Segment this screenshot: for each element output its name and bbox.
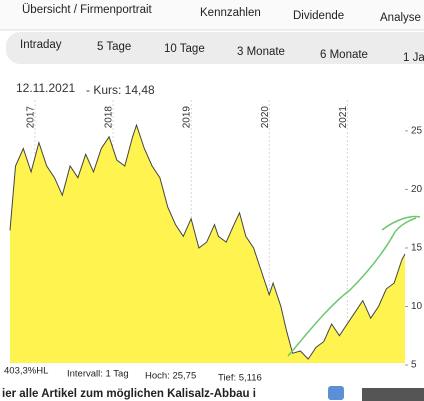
hand-drawn-annotation [287,215,421,357]
period-button[interactable]: 5 Tage [97,41,131,53]
y-tick-label: 15 [411,243,423,254]
interval: Intervall: 1 Tag [67,369,129,380]
y-tick-label: 25 [411,126,423,137]
period-button[interactable]: 1 Ja [403,52,424,64]
chart-date: 12.11.2021 [16,81,75,95]
tab[interactable]: Kennzahlen [200,7,261,19]
x-tick-label: 2019 [182,106,193,129]
x-tick-label: 2021 [338,106,349,129]
more-button[interactable] [328,386,344,400]
period-button[interactable]: 10 Tage [164,43,205,55]
tab-bar [0,0,424,30]
period-button[interactable]: Intraday [20,39,62,51]
x-tick-label: 2018 [104,106,115,129]
article-link[interactable]: ier alle Artikel zum möglichen Kalisalz-… [2,388,256,400]
thumbnail[interactable] [362,388,424,401]
period-button[interactable]: 3 Monate [237,46,285,58]
y-tick-label: 10 [411,301,423,312]
chart-price: - Kurs: 14,48 [86,83,155,97]
tab[interactable]: Übersicht / Firmenportrait [22,4,153,16]
performance: 403,3%HL [4,366,48,377]
period-button[interactable]: 6 Monate [320,49,368,61]
price-line [9,123,406,360]
y-tick-label: 5 [411,360,417,371]
x-tick-label: 2020 [260,106,271,129]
low: Tief: 5,116 [218,373,262,384]
x-tick-label: 2017 [26,106,37,129]
high: Hoch: 25,75 [145,371,196,382]
area-fill [10,125,405,363]
tab[interactable]: Dividende [293,10,344,22]
plot: 2017 2018 2019 2020 2021 5 10 15 20 25 [9,100,423,371]
period-bar [6,32,424,64]
y-tick-label: 20 [411,184,423,195]
tab[interactable]: Analyse [380,12,421,24]
